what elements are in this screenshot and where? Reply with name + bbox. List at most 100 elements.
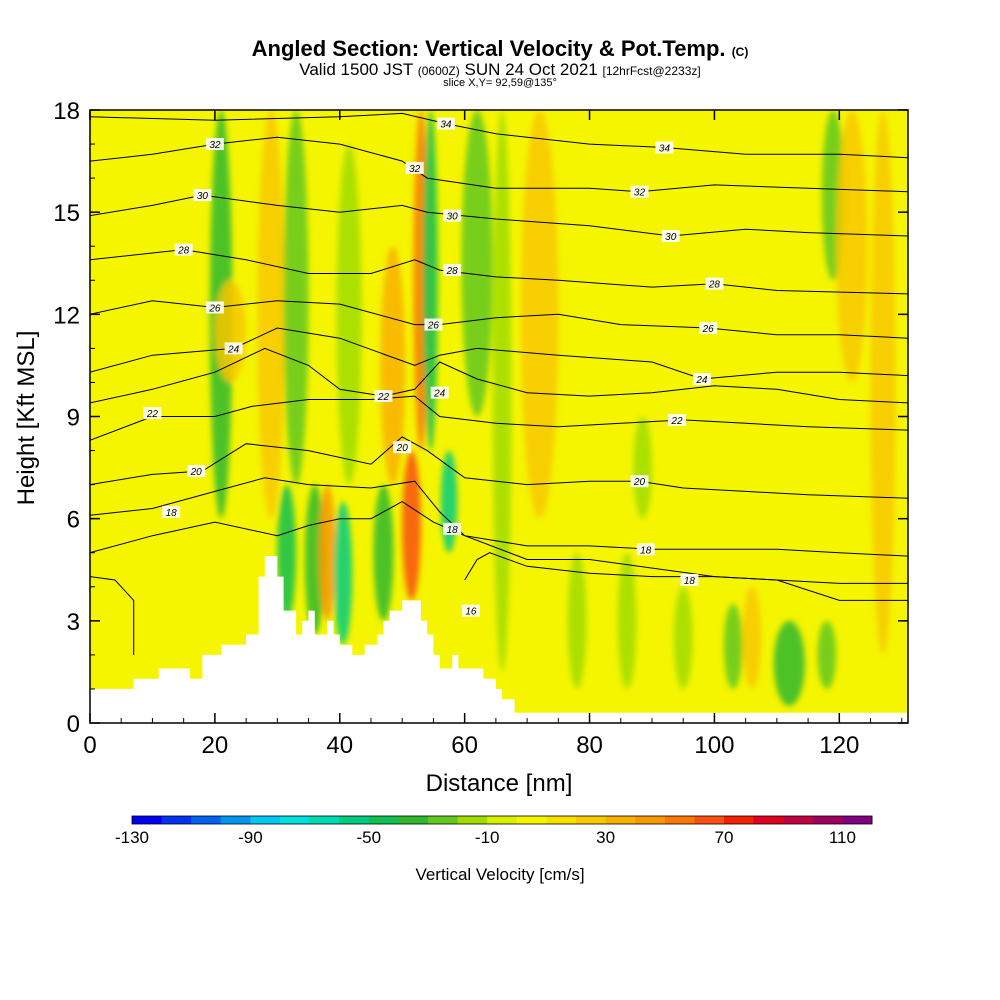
- theta-contour-18: [90, 501, 908, 601]
- y-tick: 15: [53, 200, 908, 227]
- colorbar-swatch: [191, 816, 222, 824]
- svg-text:30: 30: [197, 191, 209, 202]
- svg-text:0: 0: [83, 732, 96, 759]
- velocity-cell: [333, 501, 353, 645]
- svg-text:9: 9: [67, 405, 80, 432]
- x-axis-ticks: 0 20 40 60 80 100 120: [83, 110, 903, 759]
- svg-text:28: 28: [177, 246, 190, 257]
- svg-text:22: 22: [670, 416, 683, 427]
- svg-text:120: 120: [819, 732, 859, 759]
- svg-text:32: 32: [409, 164, 421, 175]
- contour-label: 18: [636, 543, 655, 556]
- x-tick: 60: [451, 110, 478, 759]
- svg-text:6: 6: [67, 507, 80, 534]
- svg-text:0: 0: [67, 711, 80, 738]
- svg-text:18: 18: [166, 508, 178, 519]
- velocity-cell: [492, 110, 512, 672]
- y-tick: 18: [53, 98, 908, 125]
- velocity-cell: [336, 144, 362, 485]
- colorbar-swatch: [546, 816, 577, 824]
- theta-contour-16: [90, 576, 135, 655]
- theta-contour-labels: 34 34 32 32 32 30 30 30 28 28 28 26 26 26 24 24 24 22 22 22…: [143, 117, 724, 618]
- svg-text:30: 30: [665, 232, 677, 243]
- colorbar-swatch: [694, 816, 725, 824]
- colorbar-swatch: [309, 816, 340, 824]
- colorbar-swatch: [280, 816, 311, 824]
- contour-label: 24: [224, 342, 243, 355]
- theta-contour-22: [90, 347, 908, 404]
- colorbar-swatch: [398, 816, 429, 824]
- velocity-cell: [373, 484, 394, 621]
- contour-label: 30: [443, 209, 462, 223]
- y-tick: 12: [53, 302, 908, 329]
- svg-text:26: 26: [427, 321, 440, 332]
- colorbar-label: -50: [357, 828, 382, 847]
- contour-label: 34: [436, 117, 455, 131]
- velocity-cell: [283, 110, 309, 485]
- svg-text:32: 32: [209, 140, 221, 151]
- colorbar-swatch: [842, 816, 873, 824]
- svg-text:100: 100: [694, 732, 734, 759]
- chart-title: Angled Section: Vertical Velocity & Pot.…: [251, 36, 749, 61]
- contour-label: 26: [205, 301, 224, 315]
- svg-text:34: 34: [659, 143, 671, 154]
- contour-label: 26: [699, 321, 718, 335]
- velocity-cell: [870, 110, 896, 655]
- contour-label: 34: [655, 141, 674, 154]
- theta-contour-20: [90, 436, 908, 499]
- colorbar-swatch: [487, 816, 518, 824]
- svg-text:28: 28: [708, 280, 721, 291]
- colorbar-swatch: [339, 816, 370, 824]
- colorbar-label: -90: [238, 828, 263, 847]
- velocity-cell: [304, 484, 325, 635]
- y-tick: 0: [67, 711, 908, 738]
- svg-text:30: 30: [447, 212, 459, 223]
- velocity-cell: [257, 110, 285, 519]
- svg-text:22: 22: [146, 409, 159, 420]
- y-tick: 9: [67, 405, 908, 432]
- svg-text:24: 24: [433, 389, 446, 400]
- y-axis-ticks: 0 3 6 9 12 15 18: [53, 98, 908, 738]
- velocity-cell: [319, 484, 336, 621]
- colorbar-label: 70: [715, 828, 734, 847]
- svg-text:20: 20: [202, 732, 229, 759]
- colorbar-swatch: [161, 816, 192, 824]
- colorbar-swatch: [368, 816, 399, 824]
- colorbar-swatch: [812, 816, 843, 824]
- colorbar-swatch: [220, 816, 251, 824]
- svg-text:24: 24: [695, 375, 708, 386]
- velocity-cell: [567, 552, 587, 689]
- x-tick: 20: [202, 110, 229, 759]
- colorbar-label: 30: [596, 828, 615, 847]
- colorbar-swatch: [783, 816, 814, 824]
- theta-contour-34: [90, 112, 908, 159]
- svg-text:40: 40: [326, 732, 353, 759]
- svg-text:20: 20: [633, 477, 646, 488]
- contour-label: 32: [405, 161, 424, 175]
- svg-text:18: 18: [640, 545, 652, 556]
- velocity-cell: [461, 110, 493, 417]
- svg-text:16: 16: [465, 607, 477, 618]
- svg-text:34: 34: [440, 120, 452, 131]
- colorbar-swatch: [516, 816, 547, 824]
- contour-label: 22: [667, 413, 686, 427]
- theta-contour-28: [90, 249, 908, 295]
- theta-contour-22: [90, 395, 908, 441]
- svg-text:18: 18: [684, 576, 696, 587]
- contour-label: 28: [705, 277, 724, 291]
- colorbar-label: 110: [829, 828, 856, 847]
- colorbar-swatch: [428, 816, 459, 824]
- velocity-cell: [673, 586, 693, 689]
- x-tick: 100: [694, 110, 734, 759]
- x-tick: 80: [576, 110, 603, 759]
- velocity-cell: [742, 586, 762, 689]
- colorbar-swatch: [132, 816, 163, 824]
- contour-label: 28: [443, 264, 462, 277]
- svg-text:32: 32: [634, 188, 646, 199]
- velocity-cell: [422, 110, 438, 451]
- y-axis-label: Height [Kft MSL]: [13, 331, 40, 506]
- svg-text:3: 3: [67, 609, 80, 636]
- svg-text:26: 26: [702, 324, 715, 335]
- contour-label: 18: [443, 522, 462, 536]
